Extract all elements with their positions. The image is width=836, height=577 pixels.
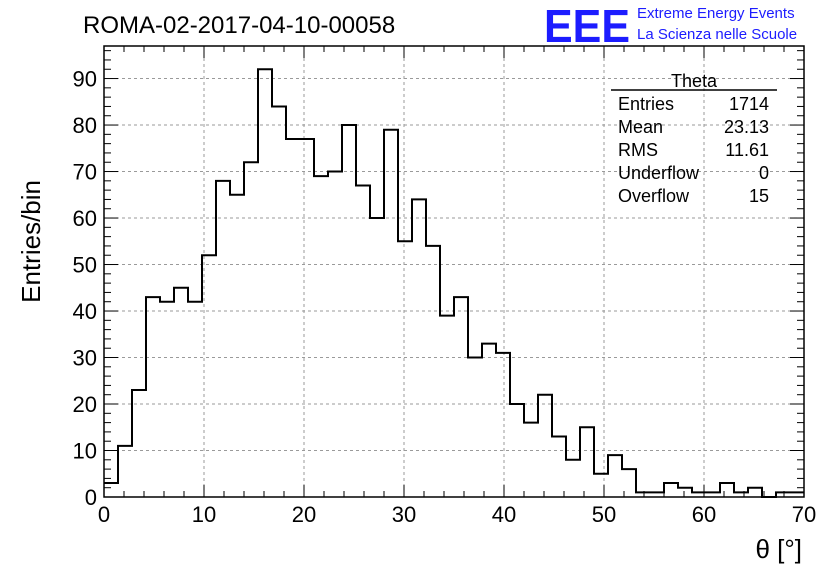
x-tick-label: 0 xyxy=(98,502,110,527)
axis-ticks xyxy=(103,46,805,498)
histogram-bin xyxy=(272,106,286,497)
histogram-bin xyxy=(468,358,482,497)
histogram-bin xyxy=(118,446,132,497)
histogram-bin xyxy=(608,455,622,497)
histogram-bin xyxy=(412,199,426,497)
y-tick-label: 90 xyxy=(73,67,97,92)
stats-row-value: 11.61 xyxy=(725,140,769,160)
histogram-outline xyxy=(104,68,804,498)
histogram-bin xyxy=(356,185,370,497)
chart-title: ROMA-02-2017-04-10-00058 xyxy=(83,12,395,39)
x-tick-label: 70 xyxy=(792,502,816,527)
histogram-series xyxy=(104,68,804,498)
x-tick-label: 20 xyxy=(292,502,316,527)
y-tick-label: 10 xyxy=(73,439,97,464)
histogram-bin xyxy=(314,176,328,497)
stats-row-value: 15 xyxy=(749,186,769,206)
stats-row-label: Entries xyxy=(618,94,674,114)
histogram-bin xyxy=(174,288,188,497)
stats-row-value: 1714 xyxy=(729,94,769,114)
histogram-bin xyxy=(244,162,258,497)
y-tick-labels: 0 10 20 30 40 50 60 70 80 90 xyxy=(73,67,97,510)
histogram-bin xyxy=(580,427,594,497)
stats-row-label: RMS xyxy=(618,140,658,160)
histogram-bin xyxy=(230,195,244,497)
x-tick-label: 10 xyxy=(192,502,216,527)
stats-row-label: Underflow xyxy=(618,163,700,183)
y-tick-label: 80 xyxy=(73,113,97,138)
histogram-bin xyxy=(748,488,762,497)
histogram-bin xyxy=(496,353,510,497)
y-tick-label: 60 xyxy=(73,206,97,231)
x-tick-label: 40 xyxy=(492,502,516,527)
histogram-bin xyxy=(258,69,272,497)
y-tick-label: 50 xyxy=(73,253,97,278)
grid-lines xyxy=(104,46,804,497)
histogram-bin xyxy=(160,302,174,497)
y-tick-label: 70 xyxy=(73,160,97,185)
histogram-bin xyxy=(678,488,692,497)
histogram-bin xyxy=(538,395,552,497)
histogram-bin xyxy=(524,423,538,497)
histogram-bin xyxy=(370,218,384,497)
stats-row-label: Mean xyxy=(618,117,663,137)
histogram-bin xyxy=(440,316,454,497)
histogram-bin xyxy=(132,390,146,497)
plot-frame xyxy=(103,45,805,498)
histogram-bin xyxy=(482,344,496,497)
histogram-bin xyxy=(510,404,524,497)
x-tick-labels: 0 10 20 30 40 50 60 70 xyxy=(98,502,816,527)
y-axis-title: Entries/bin xyxy=(16,180,46,303)
x-tick-label: 50 xyxy=(592,502,616,527)
histogram-bin xyxy=(398,241,412,497)
logo-line-2: La Scienza nelle Scuole xyxy=(637,26,797,43)
histogram-bin xyxy=(286,139,300,497)
histogram-bin xyxy=(720,483,734,497)
histogram-bin xyxy=(146,297,160,497)
eee-logo-mark: EEE xyxy=(544,0,630,52)
x-tick-label: 60 xyxy=(692,502,716,527)
x-tick-label: 30 xyxy=(392,502,416,527)
histogram-bin xyxy=(202,255,216,497)
logo-line-1: Extreme Energy Events xyxy=(637,5,795,22)
histogram-bin xyxy=(104,483,118,497)
histogram-bin xyxy=(188,302,202,497)
histogram-bin xyxy=(454,297,468,497)
histogram-bin xyxy=(552,437,566,497)
histogram-bin xyxy=(300,139,314,497)
y-tick-label: 0 xyxy=(85,485,97,510)
histogram-bin xyxy=(328,172,342,497)
histogram-bin xyxy=(664,483,678,497)
histogram-bin xyxy=(426,246,440,497)
histogram-bin xyxy=(594,474,608,497)
stats-box: Theta Entries 1714 Mean 23.13 RMS 11.61 Underf… xyxy=(611,71,777,206)
stats-title: Theta xyxy=(671,71,718,91)
x-axis-title: θ [°] xyxy=(755,534,802,564)
stats-row-value: 23.13 xyxy=(724,117,769,137)
histogram-bin xyxy=(384,130,398,497)
stats-row-label: Overflow xyxy=(618,186,690,206)
histogram-bin xyxy=(566,460,580,497)
stats-row-value: 0 xyxy=(759,163,769,183)
y-tick-label: 30 xyxy=(73,346,97,371)
y-tick-label: 40 xyxy=(73,299,97,324)
histogram-bin xyxy=(216,181,230,497)
y-tick-label: 20 xyxy=(73,392,97,417)
histogram-bin xyxy=(342,125,356,497)
stats-rows: Entries 1714 Mean 23.13 RMS 11.61 Underflow 0 Ov… xyxy=(618,94,769,206)
